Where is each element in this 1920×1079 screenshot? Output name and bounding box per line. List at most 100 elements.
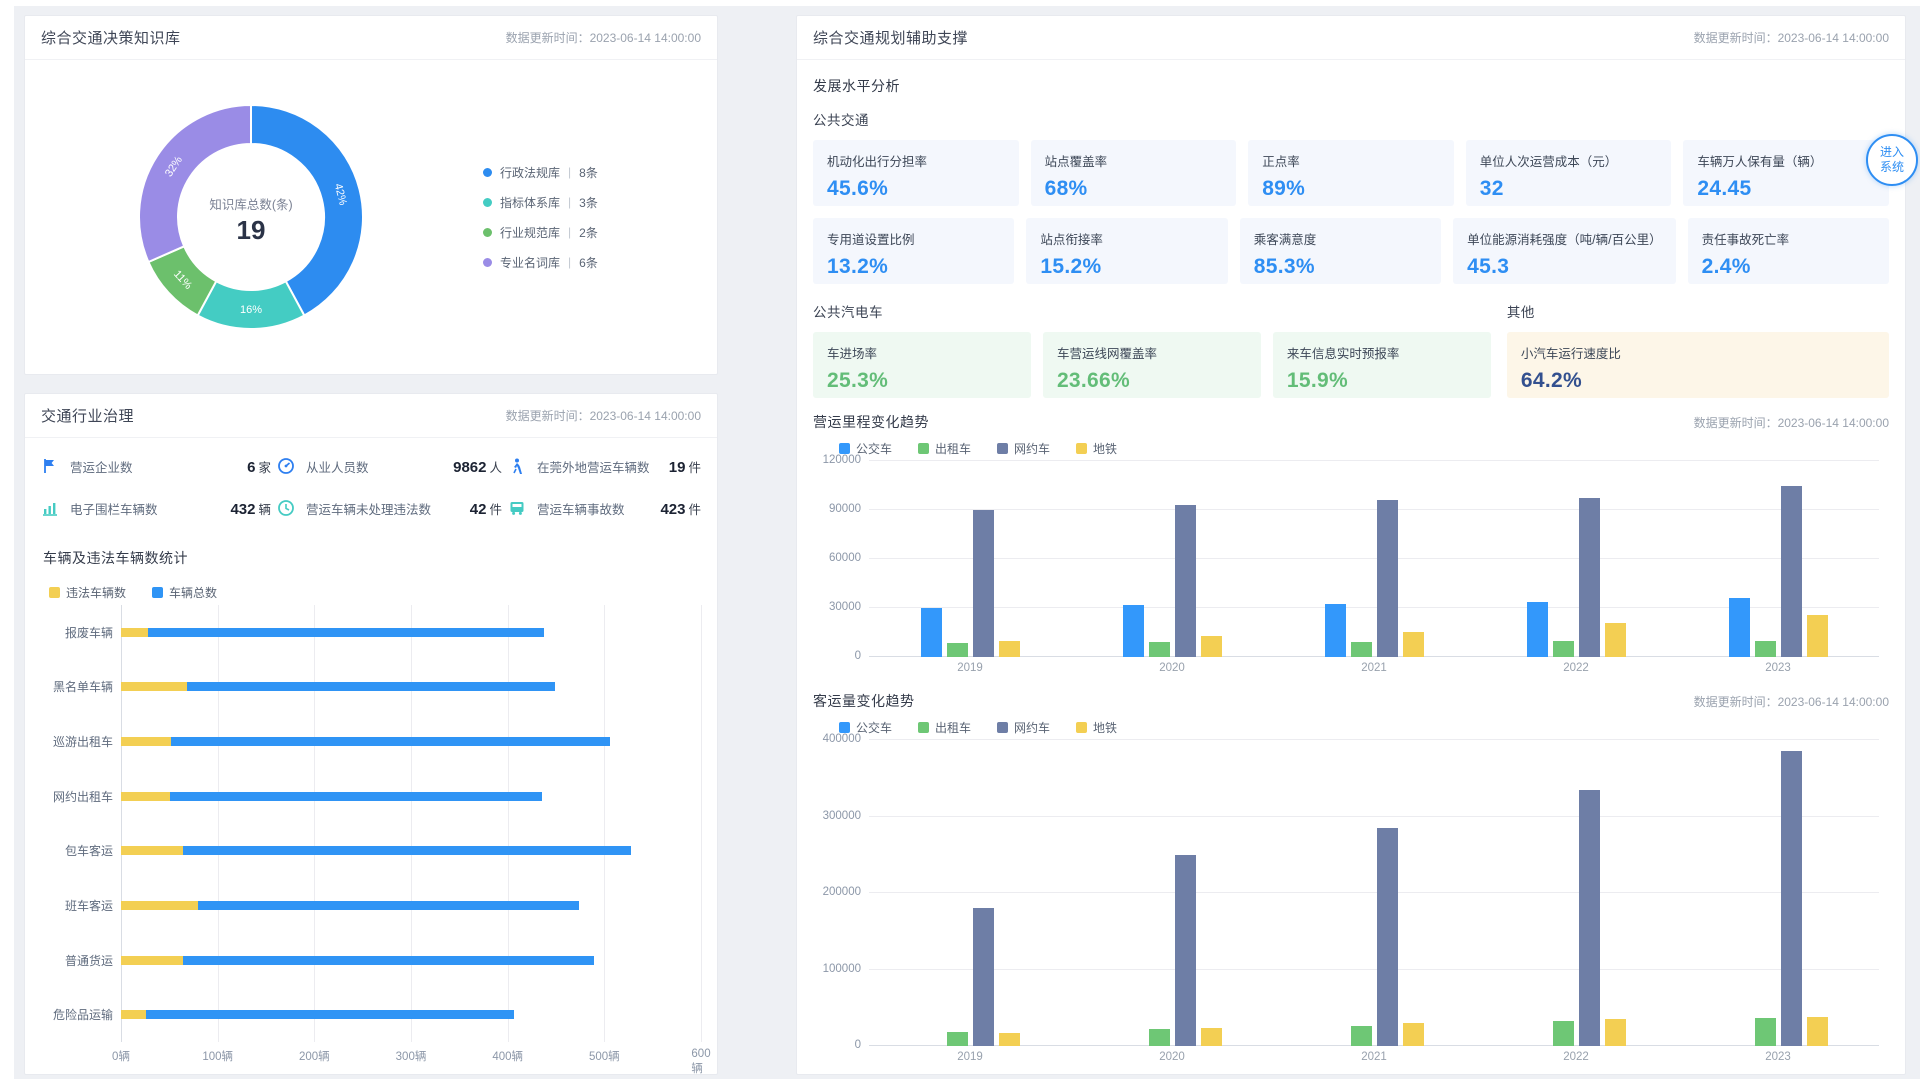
bar-x-axis: 0辆 100辆 200辆 300辆 400辆 500辆 600辆 xyxy=(41,1042,711,1075)
stat-unit: 件 xyxy=(489,502,502,517)
bar-网约车 xyxy=(1780,485,1802,657)
legend-item-出租车[interactable]: 出租车 xyxy=(918,719,971,736)
clock-icon xyxy=(277,498,297,518)
table-row xyxy=(121,933,701,988)
y-tick-label: 0 xyxy=(817,1039,861,1051)
legend-item-网约车[interactable]: 网约车 xyxy=(997,440,1050,457)
legend-item-网约车[interactable]: 网约车 xyxy=(997,719,1050,736)
chart-icon xyxy=(41,498,61,518)
bus-and-other-row: 公共汽电车 车进场率 25.3% 车营运线网覆盖率 23.66% 来车信息实时预报率 15… xyxy=(813,288,1889,398)
stat-unit: 人 xyxy=(489,460,502,475)
donut-legend-item-行政法规库[interactable]: 行政法规库 | 8条 xyxy=(483,164,598,181)
bar-出租车 xyxy=(1148,1029,1170,1046)
stat-label: 电子围栏车辆数 xyxy=(70,502,158,517)
stat-unit: 件 xyxy=(688,460,701,475)
stat-item: 从业人员数 9862 人 xyxy=(277,456,502,476)
metric-card-label: 站点覆盖率 xyxy=(1044,155,1108,169)
section-title-development-analysis: 发展水平分析 xyxy=(813,78,900,94)
legend-divider: | xyxy=(568,225,572,239)
chart-legend: 公交车 出租车 网约车 地铁 xyxy=(839,719,1889,736)
chart-header: 营运里程变化趋势 数据更新时间：2023-06-14 14:00:00 xyxy=(813,412,1889,432)
panel-header: 综合交通规划辅助支撑 数据更新时间：2023-06-14 14:00:00 xyxy=(797,16,1905,60)
bar-segment-车辆总数 xyxy=(183,955,595,965)
bar-segment-车辆总数 xyxy=(197,900,580,910)
bar-出租车 xyxy=(1148,642,1170,657)
donut-center-label: 知识库总数(条) xyxy=(209,197,292,212)
metric-card-value: 68% xyxy=(1044,177,1088,200)
metric-card-value: 45.6% xyxy=(827,177,889,200)
metric-card: 责任事故死亡率 2.4% xyxy=(1687,218,1889,284)
bar-公交车 xyxy=(1122,604,1144,657)
stat-value: 42 件 xyxy=(469,500,502,518)
group-title-other: 其他 xyxy=(1506,305,1535,320)
y-tick-label: 90000 xyxy=(817,503,861,515)
legend-item-地铁[interactable]: 地铁 xyxy=(1076,440,1117,457)
metric-card-label: 车营运线网覆盖率 xyxy=(1056,347,1157,361)
metric-card-value: 13.2% xyxy=(827,255,889,278)
metric-card-value: 25.3% xyxy=(827,369,889,392)
bar-出租车 xyxy=(1350,642,1372,657)
stat-value: 423 件 xyxy=(660,500,701,518)
chart-title: 营运里程变化趋势 xyxy=(813,414,929,430)
y-tick-text: 200000 xyxy=(822,886,861,898)
legend-swatch xyxy=(839,722,850,733)
table-row xyxy=(121,769,701,824)
bar-出租车 xyxy=(1552,641,1574,657)
bar-category-label: 网约出租车 xyxy=(52,789,113,804)
bar-category-label: 危险品运输 xyxy=(52,1008,113,1023)
bar-地铁 xyxy=(1200,635,1222,657)
metric-card-value: 23.66% xyxy=(1056,369,1130,392)
bar-plot-area xyxy=(121,605,702,1042)
enter-system-button[interactable]: 进入 系统 xyxy=(1866,134,1918,186)
legend-item-车辆总数[interactable]: 车辆总数 xyxy=(152,584,217,601)
bar-category-label: 班车客运 xyxy=(64,898,113,913)
legend-item-出租车[interactable]: 出租车 xyxy=(918,440,971,457)
bar-出租车 xyxy=(1552,1020,1574,1046)
legend-item-违法车辆数[interactable]: 违法车辆数 xyxy=(49,584,126,601)
bar-出租车 xyxy=(946,1032,968,1046)
donut-legend-item-指标体系库[interactable]: 指标体系库 | 3条 xyxy=(483,194,598,211)
y-tick-text: 0 xyxy=(854,1039,861,1051)
metric-card-value: 15.9% xyxy=(1286,369,1348,392)
legend-item-公交车[interactable]: 公交车 xyxy=(839,719,892,736)
legend-swatch xyxy=(152,587,164,598)
x-tick-label: 2023 xyxy=(1765,1051,1791,1063)
bar-地铁 xyxy=(1806,1016,1828,1046)
gridline: 400000 xyxy=(823,733,1879,745)
donut-legend: 行政法规库 | 8条 指标体系库 | 3条 行业规范库 | 2条 专业名词库 | 6条 xyxy=(483,164,598,271)
legend-item-地铁[interactable]: 地铁 xyxy=(1076,719,1117,736)
gridline xyxy=(604,605,606,1042)
right-column: 综合交通规划辅助支撑 数据更新时间：2023-06-14 14:00:00 发展… xyxy=(796,15,1906,1075)
bar-地铁 xyxy=(1402,1023,1424,1046)
y-tick-text: 0 xyxy=(854,650,861,662)
donut-legend-item-专业名词库[interactable]: 专业名词库 | 6条 xyxy=(483,254,598,271)
passenger-x-axis: 2019 2020 2021 2022 2023 xyxy=(869,1046,1879,1066)
y-tick-label: 400000 xyxy=(817,733,861,745)
left-column: 综合交通决策知识库 数据更新时间：2023-06-14 14:00:00 42%… xyxy=(24,15,718,1075)
metric-card: 专用道设置比例 13.2% xyxy=(813,218,1015,284)
donut-legend-item-行业规范库[interactable]: 行业规范库 | 2条 xyxy=(483,224,598,241)
metric-card-label: 来车信息实时预报率 xyxy=(1286,347,1400,361)
stat-value: 19 件 xyxy=(668,458,701,476)
x-tick-label: 2020 xyxy=(1159,1051,1185,1063)
legend-label: 公交车 xyxy=(856,721,893,735)
legend-item-公交车[interactable]: 公交车 xyxy=(839,440,892,457)
y-tick-text: 30000 xyxy=(829,601,861,613)
bar-group-2019 xyxy=(869,740,1071,1046)
legend-label: 地铁 xyxy=(1093,442,1118,456)
bar-group-2023 xyxy=(1677,740,1879,1046)
metric-card: 来车信息实时预报率 15.9% xyxy=(1272,332,1491,398)
stat-unit: 辆 xyxy=(258,502,271,517)
legend-label: 行业规范库 xyxy=(500,225,561,240)
legend-divider: | xyxy=(568,255,572,269)
gridline: 60000 xyxy=(829,552,1879,564)
bar-segment-违法车辆数 xyxy=(121,627,149,637)
legend-swatch xyxy=(1076,443,1088,454)
knowledge-donut-chart: 42%16%11%32%知识库总数(条)19 xyxy=(138,103,364,330)
metric-card-value: 15.2% xyxy=(1040,255,1102,278)
bar-rows xyxy=(121,605,701,1042)
stat-item: 营运车辆未处理违法数 42 件 xyxy=(277,498,502,518)
legend-divider: | xyxy=(568,165,572,179)
mileage-bar-plot: 0 30000 60000 90000 120000 xyxy=(823,454,1879,662)
legend-swatch xyxy=(1076,722,1088,733)
